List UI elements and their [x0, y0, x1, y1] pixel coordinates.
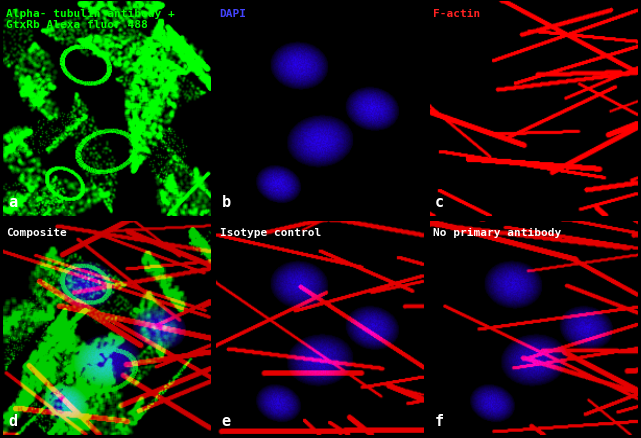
Text: DAPI: DAPI	[220, 9, 247, 18]
Text: No primary antibody: No primary antibody	[433, 228, 561, 238]
Text: c: c	[435, 194, 444, 209]
Text: f: f	[435, 413, 444, 428]
Text: F-actin: F-actin	[433, 9, 480, 18]
Text: Alpha- tubulin antibody +
GtxRb Alexa fluor 488: Alpha- tubulin antibody + GtxRb Alexa fl…	[6, 9, 175, 30]
Text: Composite: Composite	[6, 228, 67, 238]
Text: e: e	[222, 413, 231, 428]
Text: Isotype control: Isotype control	[220, 228, 320, 237]
Text: a: a	[8, 194, 17, 209]
Text: b: b	[222, 194, 231, 209]
Text: d: d	[8, 413, 17, 428]
